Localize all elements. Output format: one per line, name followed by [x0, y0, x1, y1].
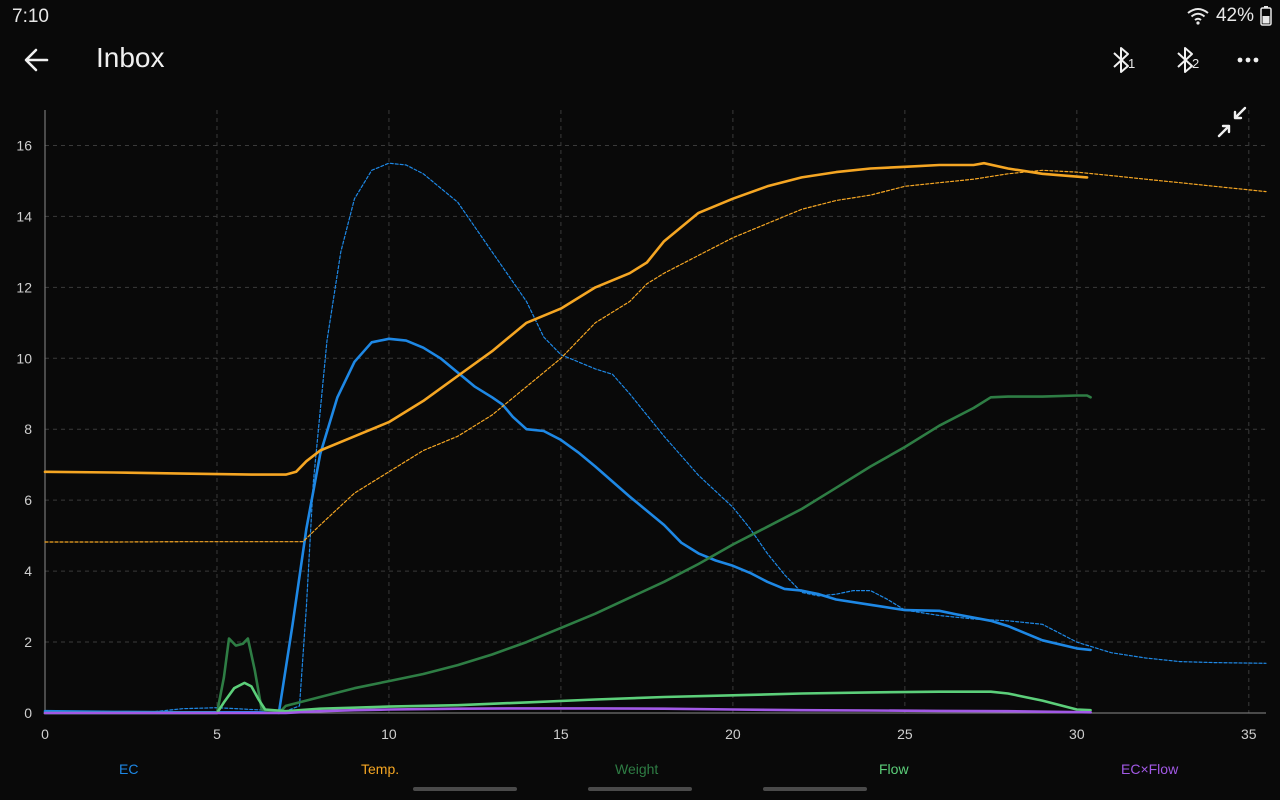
bluetooth-2-button[interactable]: 2	[1170, 42, 1210, 78]
x-tick-label: 20	[725, 726, 741, 742]
series-line-weight	[43, 394, 1092, 715]
app-bar: Inbox 1 2	[0, 32, 1280, 88]
battery-percent: 42%	[1215, 5, 1254, 26]
nav-handle-right[interactable]	[763, 787, 867, 791]
status-bar: 7:10 42%	[0, 0, 1280, 32]
bluetooth-icon	[1177, 47, 1193, 73]
legend-weight[interactable]: Weight	[615, 761, 659, 777]
series-line-flow	[43, 681, 1092, 715]
y-tick-label: 14	[16, 208, 32, 224]
legend-flow[interactable]: Flow	[879, 761, 909, 777]
nav-handle-left[interactable]	[413, 787, 517, 791]
battery-icon	[1260, 6, 1272, 26]
series-line-ecflow	[43, 707, 1092, 715]
bluetooth-1-button[interactable]: 1	[1106, 42, 1146, 78]
series-line-ec	[43, 337, 1092, 714]
series-lines	[43, 161, 1267, 715]
series-line-temp	[43, 161, 1089, 476]
y-tick-label: 4	[24, 563, 32, 579]
legend-temp[interactable]: Temp.	[361, 761, 400, 777]
y-tick-label: 0	[24, 705, 32, 721]
legend-ec[interactable]: EC	[119, 761, 139, 777]
status-icons: 42%	[1186, 4, 1272, 28]
y-tick-label: 16	[16, 137, 32, 153]
x-tick-label: 15	[553, 726, 569, 742]
bluetooth-2-label: 2	[1192, 56, 1200, 71]
x-tick-label: 35	[1241, 726, 1257, 742]
tick-labels: 0 5 10 15 20 25 30 35 0 2 4 6 8 10 12 14 16	[16, 137, 1256, 742]
y-tick-label: 8	[24, 421, 32, 437]
page-title: Inbox	[96, 42, 165, 73]
y-tick-label: 6	[24, 492, 32, 508]
more-horizontal-icon	[1237, 57, 1259, 63]
more-options-button[interactable]	[1228, 42, 1268, 78]
bluetooth-1-label: 1	[1128, 56, 1136, 71]
grid	[45, 110, 1266, 713]
x-tick-label: 25	[897, 726, 913, 742]
axes	[44, 110, 1266, 714]
status-time: 7:10	[12, 6, 49, 27]
legend-ecflow[interactable]: EC×Flow	[1121, 761, 1179, 777]
wifi-icon	[1187, 8, 1209, 25]
arrow-left-icon	[24, 48, 49, 72]
x-tick-label: 10	[381, 726, 397, 742]
y-tick-label: 12	[16, 279, 32, 295]
back-button[interactable]	[18, 42, 56, 78]
x-tick-label: 30	[1069, 726, 1085, 742]
line-chart[interactable]: 0 5 10 15 20 25 30 35 0 2 4 6 8 10 12 14 16	[0, 100, 1280, 790]
x-tick-label: 5	[213, 726, 221, 742]
y-tick-label: 10	[16, 350, 32, 366]
collapse-chart-button[interactable]	[1212, 104, 1252, 140]
collapse-arrows-icon	[1217, 106, 1247, 138]
bluetooth-icon	[1113, 47, 1129, 73]
series-line-temp-dashed	[44, 169, 1267, 543]
x-tick-label: 0	[41, 726, 49, 742]
series-line-ec-dashed	[44, 162, 1267, 713]
nav-handle-center[interactable]	[588, 787, 692, 791]
y-tick-label: 2	[24, 634, 32, 650]
chart-area[interactable]: 0 5 10 15 20 25 30 35 0 2 4 6 8 10 12 14 16	[0, 100, 1280, 790]
